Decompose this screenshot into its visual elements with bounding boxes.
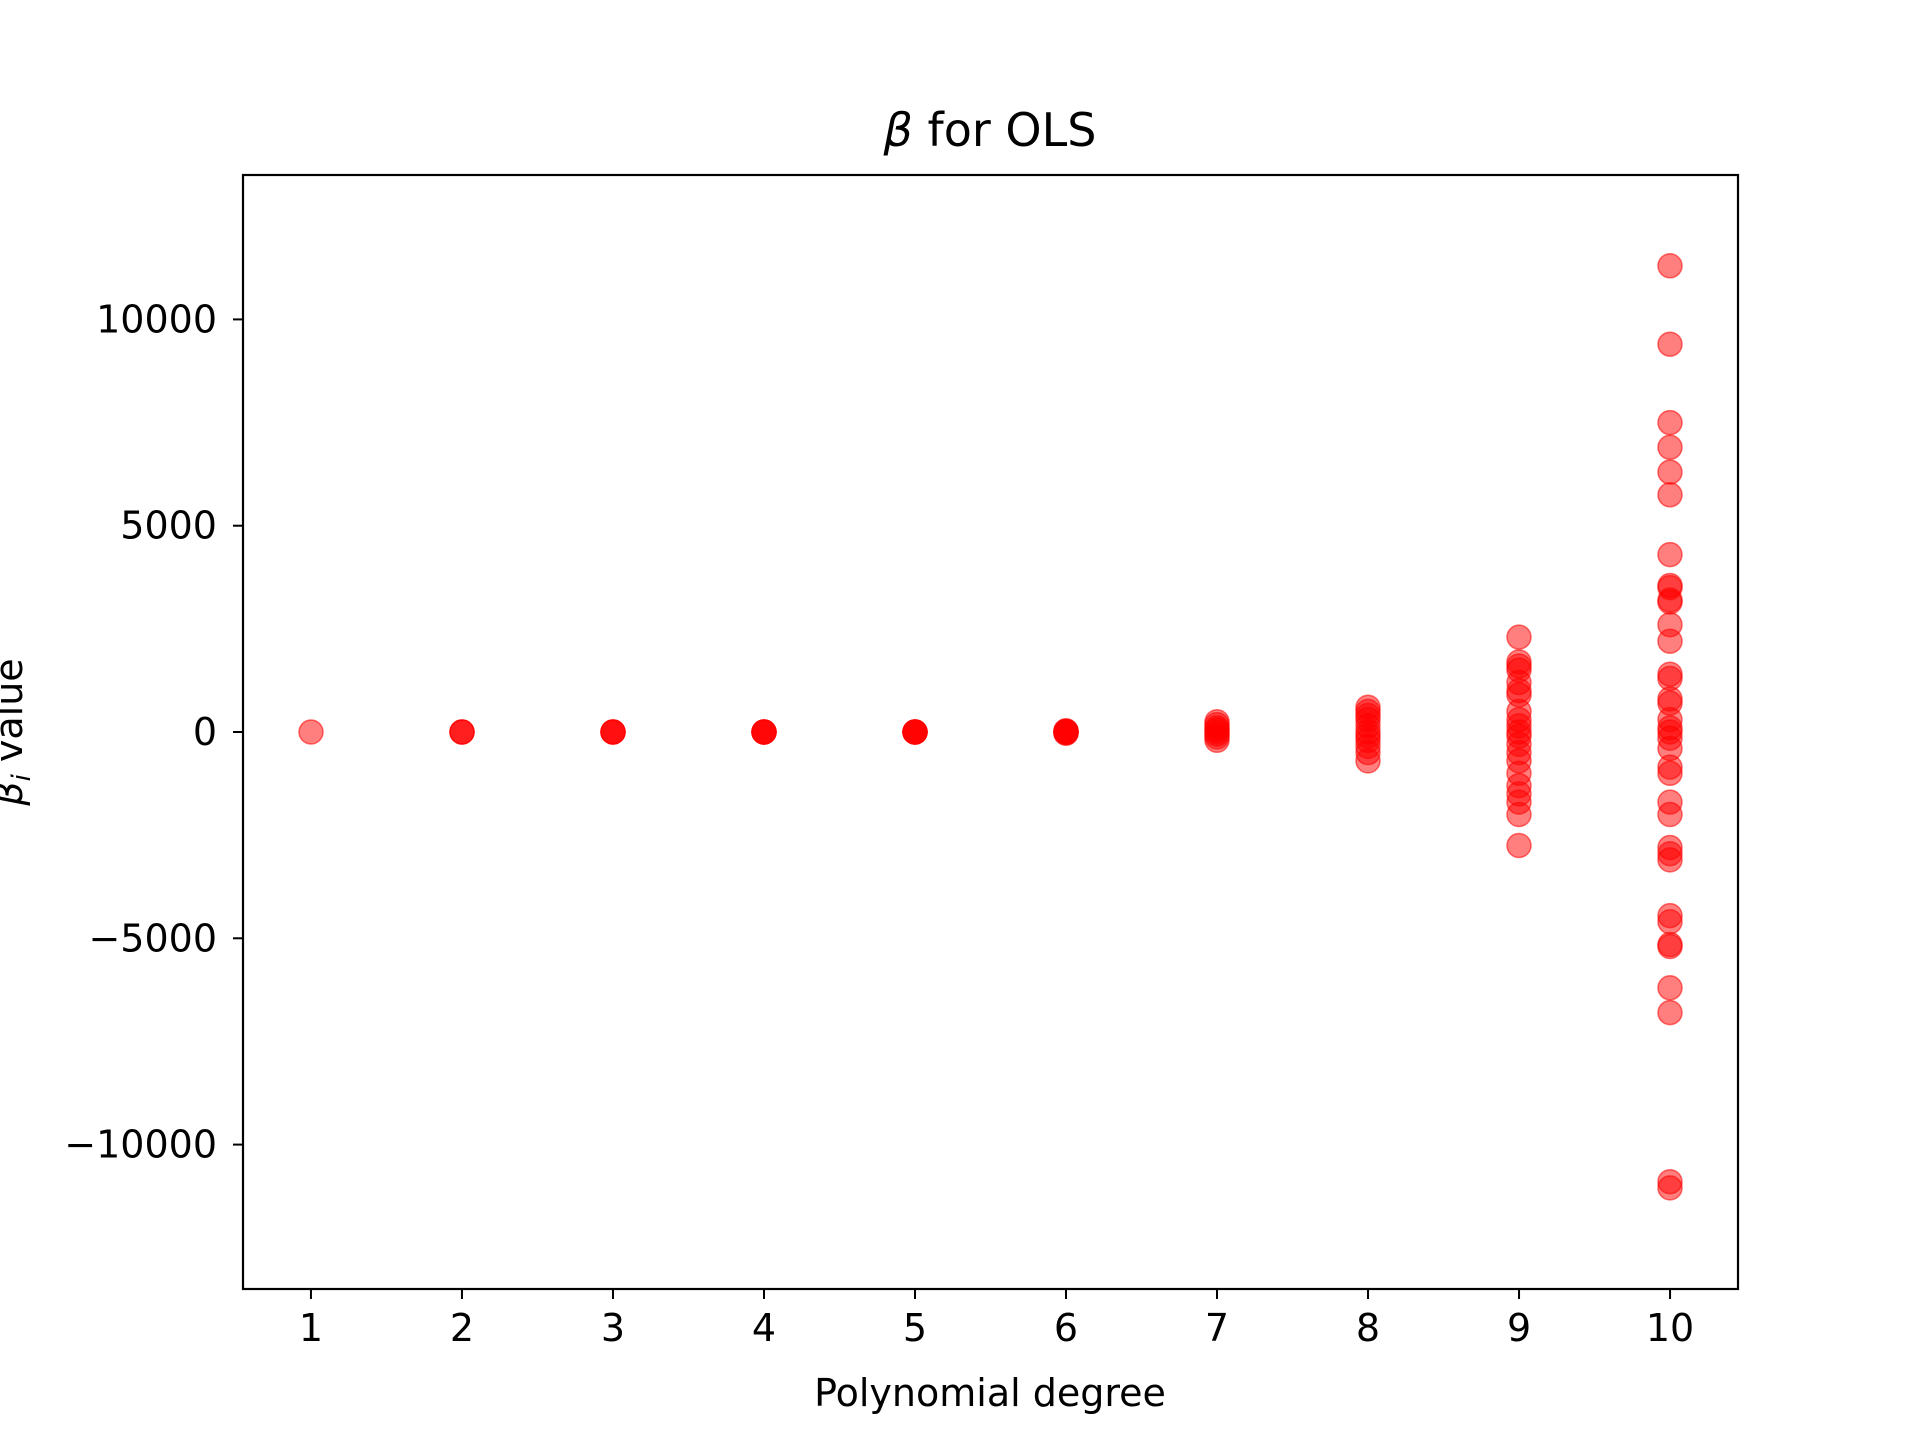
data-point [1657,933,1683,960]
data-point [1355,748,1381,774]
data-point [1506,832,1532,859]
data-point [1657,760,1683,787]
data-point [1204,727,1230,754]
x-tick-label: 3 [601,1306,625,1350]
data-point [1657,801,1683,828]
y-tick-label: 0 [193,710,217,754]
data-point [1657,541,1683,568]
y-axis-label-subscript: i [7,773,37,781]
data-point [600,719,626,745]
x-tick-label: 5 [903,1306,927,1350]
x-tick-label: 8 [1356,1306,1380,1350]
data-point [1657,253,1683,279]
data-point [1657,909,1683,935]
x-tick-label: 4 [752,1306,776,1350]
y-axis-label: βi value [0,658,37,806]
data-point [1657,589,1683,615]
data-point [1657,482,1683,508]
chart-title-rest: for OLS [913,103,1097,157]
data-point [751,719,777,745]
x-tick-label: 6 [1054,1306,1078,1350]
data-point [1053,718,1079,745]
y-axis-label-rest: value [0,658,31,774]
data-point [1657,459,1683,485]
data-point [1506,801,1532,828]
y-tick-label: −10000 [64,1123,217,1167]
data-point [1657,999,1683,1026]
y-tick-label: −5000 [88,916,217,960]
data-point [902,719,928,745]
data-point [1657,628,1683,654]
x-tick-label: 2 [450,1306,474,1350]
data-point [298,719,324,745]
x-tick-label: 1 [299,1306,323,1350]
data-point [449,719,475,745]
chart-title-symbol: β [883,103,913,157]
data-point [1657,409,1683,436]
x-tick-label: 9 [1507,1306,1531,1350]
data-point [1506,624,1532,650]
data-point [1657,975,1683,1001]
x-tick-label: 10 [1646,1306,1694,1350]
points-layer [298,253,1683,1201]
y-tick-label: 10000 [96,297,217,341]
data-point [1657,331,1683,357]
data-point [1657,847,1683,873]
x-axis-label: Polynomial degree [814,1371,1166,1415]
x-axis: 1 2 3 4 5 6 7 8 9 10 [299,1289,1694,1350]
y-axis-label-symbol: β [0,781,31,806]
x-tick-label: 7 [1205,1306,1229,1350]
chart-title: β for OLS [883,103,1097,157]
data-point [1657,434,1683,461]
data-point [1657,1175,1683,1201]
y-axis: −10000 −5000 0 5000 10000 [64,297,243,1167]
y-tick-label: 5000 [120,504,217,548]
